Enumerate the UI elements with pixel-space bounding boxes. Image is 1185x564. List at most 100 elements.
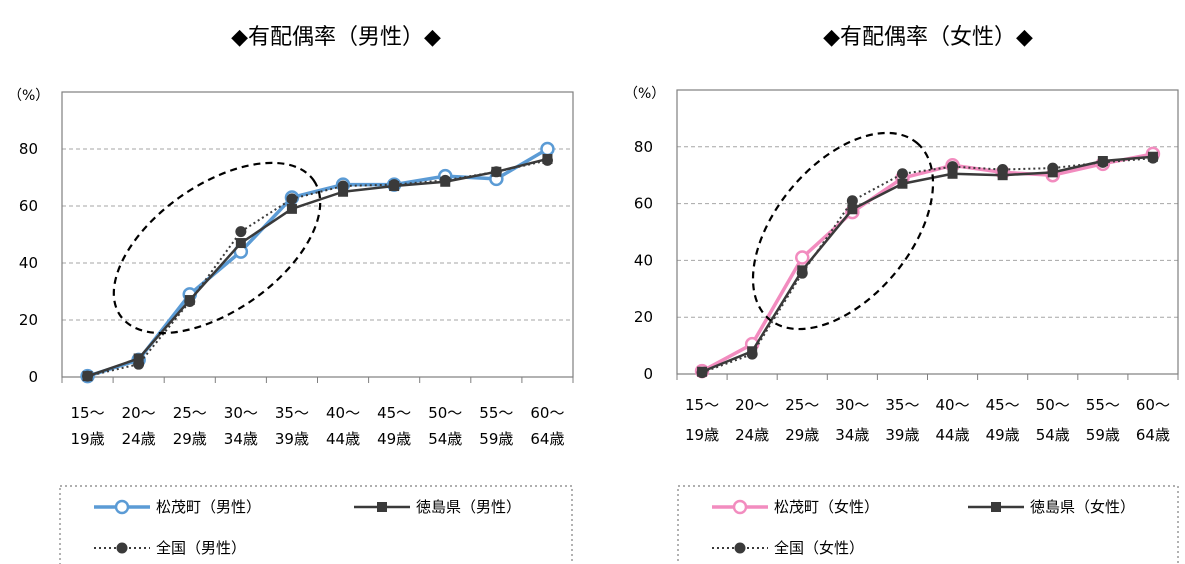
x-tick-label: 49歳 (986, 426, 1020, 444)
x-tick-label: 19歳 (685, 426, 719, 444)
x-tick-label: 25～ (173, 404, 207, 422)
data-point (235, 226, 247, 238)
y-tick-label: 0 (28, 368, 38, 386)
chart-title: ◆有配偶率（女性）◆ (823, 25, 1033, 50)
series-1 (694, 146, 1161, 379)
data-point (338, 186, 349, 197)
x-tick-label: 60～ (530, 404, 564, 422)
data-point (997, 164, 1009, 176)
legend: 松茂町（女性） 徳島県（女性） 全国（女性） (677, 485, 1179, 564)
y-axis-unit: （%） (8, 88, 49, 104)
legend-marker (734, 542, 746, 554)
chart-male: ◆有配偶率（男性）◆ （%） 0 20 40 60 80 15～ 19歳 20～ 24歳 25～ 29歳… (0, 0, 592, 564)
x-tick-label: 35～ (275, 404, 309, 422)
legend-label: 松茂町（男性） (156, 498, 261, 516)
legend-label: 徳島県（女性） (1030, 498, 1135, 516)
series-2 (697, 151, 1158, 377)
y-tick-label: 80 (19, 140, 38, 158)
x-tick-label: 19歳 (71, 430, 105, 448)
plot-area (61, 91, 574, 378)
y-tick-label: 40 (634, 251, 653, 269)
data-point (897, 178, 908, 189)
series-line (701, 152, 1154, 373)
data-point (133, 353, 144, 364)
plot-area (676, 89, 1179, 375)
x-tick-label: 15～ (71, 404, 105, 422)
legend-marker (114, 499, 130, 515)
data-point (846, 195, 858, 207)
x-tick-label: 29歳 (785, 426, 819, 444)
x-tick-label: 45～ (986, 396, 1020, 414)
y-tick-label: 0 (643, 365, 653, 383)
x-tick-label: 29歳 (173, 430, 207, 448)
x-tick-label: 24歳 (122, 430, 156, 448)
data-point (746, 348, 758, 360)
data-point (490, 166, 502, 178)
x-tick-label: 34歳 (835, 426, 869, 444)
x-tick-label: 60～ (1136, 396, 1170, 414)
y-tick-label: 40 (19, 254, 38, 272)
series-line (701, 155, 1154, 373)
x-tick-label: 55～ (1086, 396, 1120, 414)
data-point (184, 295, 196, 307)
highlight-ellipse (751, 131, 935, 331)
legend-marker (991, 502, 1001, 512)
x-tick-label: 34歳 (224, 430, 258, 448)
x-tick-label: 44歳 (936, 426, 970, 444)
legend-item: 全国（男性） (94, 539, 246, 557)
data-point (133, 358, 145, 370)
y-tick-label: 60 (19, 197, 38, 215)
legend-marker (116, 542, 128, 554)
series-3 (82, 154, 553, 382)
data-point (847, 204, 858, 215)
legend-item: 松茂町（女性） (712, 498, 879, 516)
legend-box (59, 485, 573, 564)
x-tick-label: 40～ (326, 404, 360, 422)
x-tick-label: 59歳 (479, 430, 513, 448)
data-point (1147, 152, 1159, 164)
x-tick-label: 54歳 (428, 430, 462, 448)
y-axis-unit: （%） (624, 86, 665, 102)
data-point (1047, 162, 1059, 174)
legend-item: 全国（女性） (712, 539, 864, 557)
legend-label: 全国（男性） (156, 539, 246, 557)
y-tick-label: 20 (19, 311, 38, 329)
data-point (388, 179, 400, 191)
x-tick-label: 44歳 (326, 430, 360, 448)
legend-label: 徳島県（男性） (416, 498, 521, 516)
series-3 (696, 152, 1159, 379)
x-tick-label: 15～ (685, 396, 719, 414)
y-tick-label: 80 (634, 138, 653, 156)
legend-box (677, 485, 1179, 564)
x-tick-label: 49歳 (377, 430, 411, 448)
x-tick-label: 64歳 (530, 430, 564, 448)
x-tick-label: 55～ (479, 404, 513, 422)
x-tick-label: 40～ (936, 396, 970, 414)
x-tick-label: 50～ (1036, 396, 1070, 414)
data-point (896, 168, 908, 180)
x-tick-label: 20～ (122, 404, 156, 422)
female-marriage-rate-chart: ◆有配偶率（女性）◆ （%） 0 20 40 60 80 15～ 19歳 20～ 24歳 25～ 29歳… (624, 25, 1179, 564)
data-point (696, 367, 708, 379)
data-point (947, 168, 958, 179)
x-tick-label: 39歳 (885, 426, 919, 444)
y-tick-label: 60 (634, 195, 653, 213)
x-tick-label: 39歳 (275, 430, 309, 448)
x-tick-label: 64歳 (1136, 426, 1170, 444)
legend-item: 徳島県（男性） (354, 498, 521, 516)
x-tick-label: 50～ (428, 404, 462, 422)
x-tick-label: 20～ (735, 396, 769, 414)
series-line (87, 159, 548, 378)
y-tick-label: 20 (634, 308, 653, 326)
legend-item: 松茂町（男性） (94, 498, 261, 516)
legend-marker (732, 499, 748, 515)
legend-label: 全国（女性） (774, 539, 864, 557)
x-tick-label: 45～ (377, 404, 411, 422)
x-tick-label: 25～ (785, 396, 819, 414)
x-tick-label: 24歳 (735, 426, 769, 444)
x-tick-label: 54歳 (1036, 426, 1070, 444)
legend-item: 徳島県（女性） (968, 498, 1135, 516)
series-line (701, 157, 1154, 374)
x-tick-label: 59歳 (1086, 426, 1120, 444)
chart-title: ◆有配偶率（男性）◆ (231, 25, 441, 50)
